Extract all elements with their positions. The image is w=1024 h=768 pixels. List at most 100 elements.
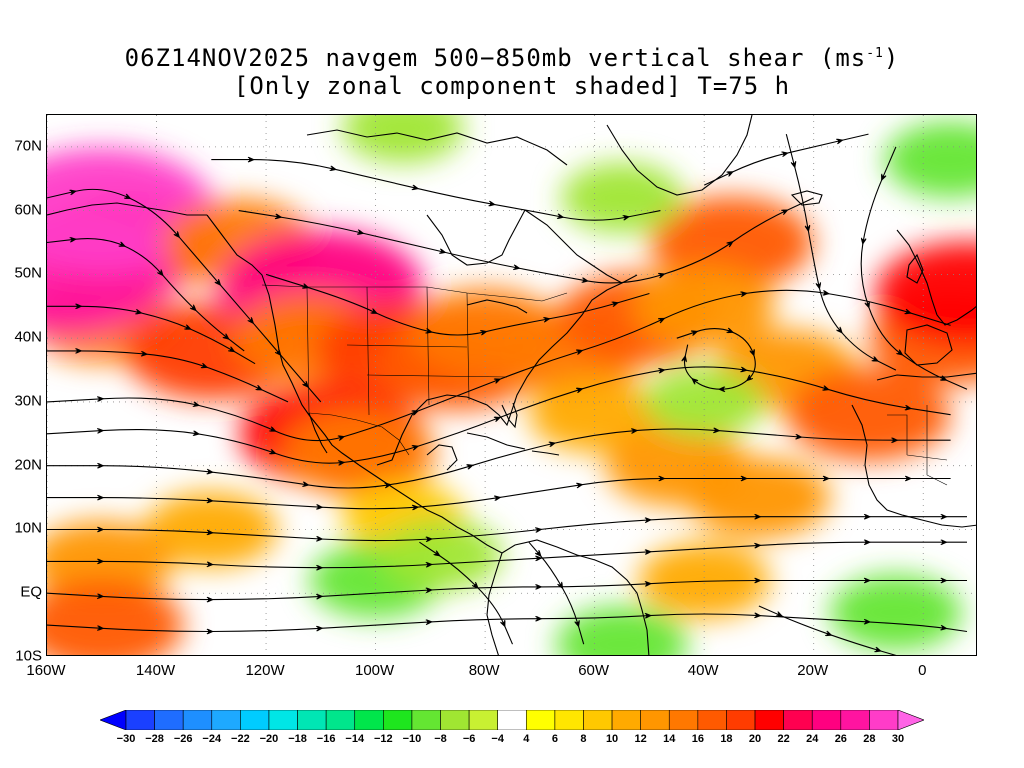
streamline-arrow: [274, 349, 281, 355]
colorbar-swatch: [383, 710, 413, 730]
colorbar-label: 14: [663, 733, 676, 745]
streamline-arrow: [836, 326, 842, 333]
streamline-arrow: [904, 475, 911, 482]
streamline-arrow: [118, 241, 125, 247]
colorbar-swatch: [411, 710, 441, 730]
streamline-arrow: [863, 539, 870, 546]
map-panel[interactable]: [46, 114, 977, 656]
colorbar-label: −10: [402, 733, 422, 745]
streamline-arrow: [574, 620, 580, 627]
streamline-arrow: [822, 385, 829, 391]
streamline-arrow: [471, 581, 478, 588]
streamline-arrow: [658, 272, 665, 279]
streamline-arrow: [644, 549, 651, 555]
coastline-hispaniola: [531, 450, 560, 456]
streamline-arrow: [543, 316, 550, 323]
colorbar-swatch: [668, 710, 699, 730]
streamline-arrow: [726, 171, 733, 177]
streamline-arrow: [206, 628, 213, 635]
colorbar-label: −14: [345, 733, 365, 745]
streamline-arrow: [356, 229, 364, 235]
colorbar-swatch: [640, 710, 670, 730]
streamline-arrow: [247, 156, 254, 163]
shading-layer: [47, 115, 976, 655]
lat-label: 10S: [15, 647, 42, 665]
colorbar-label: −8: [434, 733, 447, 745]
streamline-arrow: [692, 378, 699, 385]
streamline-arrow: [97, 526, 103, 533]
streamline-arrow: [97, 494, 103, 501]
streamline-arrow: [493, 416, 500, 423]
colorbar-swatch: [583, 710, 613, 730]
streamline-arrow: [135, 308, 142, 315]
coastline-arctic-islands: [306, 129, 568, 166]
streamline-arrow: [534, 527, 542, 533]
streamline-arrow: [781, 209, 788, 216]
colorbar-label: 30: [891, 733, 905, 745]
streamline-arrow: [658, 367, 665, 374]
streamline-arrow: [411, 504, 418, 511]
colorbar: [100, 710, 924, 730]
streamline-arrow: [658, 475, 665, 482]
streamline-arrow: [206, 596, 213, 603]
streamline-arrow: [255, 384, 262, 391]
streamline-arrow: [644, 517, 651, 524]
colorbar-label: 28: [863, 733, 876, 745]
streamline-arrow: [557, 581, 563, 588]
title-text: 06Z14NOV2025 navgem 500−850mb vertical s…: [124, 44, 867, 72]
streamline-arrow: [493, 495, 500, 502]
streamline-arrow: [488, 200, 495, 207]
streamline-arrow: [316, 564, 322, 571]
colorbar-label: 4: [523, 733, 530, 745]
streamline-arrow: [466, 464, 473, 470]
streamline-arrow: [206, 561, 213, 568]
colorbar-label: −22: [231, 733, 250, 745]
streamline-arrow: [881, 173, 887, 180]
shear-region-23: [687, 456, 831, 539]
streamline-arrow: [370, 308, 377, 314]
colorbar-label: −24: [202, 733, 222, 745]
streamline-arrow: [184, 324, 191, 330]
streamline-arrow: [825, 630, 832, 637]
colorbar-swatch: [100, 710, 127, 730]
colorbar-swatch: [726, 710, 756, 730]
streamline-19: [419, 541, 514, 645]
streamline-arrow: [206, 468, 213, 475]
shear-region-34: [342, 115, 464, 163]
streamline-arrow: [863, 513, 870, 520]
streamline-arrow: [891, 437, 898, 444]
streamline-arrow: [658, 318, 665, 324]
streamline-20: [528, 541, 585, 645]
streamline-arrow: [69, 236, 76, 243]
streamlines: [47, 133, 968, 655]
coastline-hudson-bay: [426, 209, 526, 266]
streamline-arrow: [874, 646, 881, 653]
colorbar-swatch: [497, 710, 527, 730]
streamline-arrow: [754, 577, 761, 584]
streamline-arrow: [644, 581, 651, 587]
colorbar-label: −28: [145, 733, 164, 745]
colorbar-label: 18: [720, 733, 733, 745]
lat-label: 70N: [14, 137, 42, 155]
streamline-arrow: [439, 248, 446, 254]
colorbar-swatch: [697, 710, 727, 730]
shear-region-32: [643, 366, 765, 438]
colorbar-label: 16: [691, 733, 704, 745]
streamline-arrow: [140, 350, 147, 357]
streamline-arrow: [740, 291, 747, 298]
streamline-arrow: [500, 620, 506, 627]
streamline-arrow: [425, 328, 432, 334]
streamline-arrow: [425, 619, 432, 626]
streamline-arrow: [795, 433, 802, 440]
streamline-arrow: [411, 184, 418, 191]
streamline-arrow: [940, 577, 947, 584]
streamline-15: [703, 133, 869, 186]
title-unit-exponent: -1: [866, 46, 884, 61]
streamline-arrow: [644, 612, 651, 619]
streamline-arrow: [940, 375, 947, 381]
colorbar-label: 10: [605, 733, 619, 745]
streamline-arrow: [749, 349, 755, 356]
streamline-21: [758, 605, 897, 655]
colorbar-label: 12: [634, 733, 647, 745]
shear-region-30: [380, 519, 503, 591]
